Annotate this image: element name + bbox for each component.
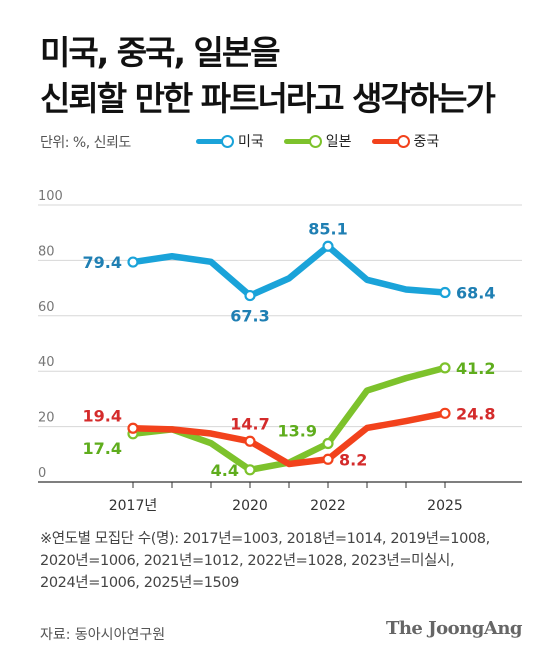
- y-tick-label: 20: [38, 411, 55, 426]
- x-tick-label: 2022: [310, 498, 346, 514]
- note-line-1: ※연도별 모집단 수(명): 2017년=1003, 2018년=1014, 2…: [40, 531, 490, 547]
- data-label-china: 8.2: [339, 450, 367, 469]
- legend-line-us: [196, 139, 228, 144]
- legend-item-japan: 일본: [283, 131, 352, 151]
- source-label: 자료: 동아시아연구원: [40, 627, 166, 643]
- y-tick-label: 100: [38, 189, 63, 204]
- data-point-china: [244, 435, 256, 447]
- data-label-china: 24.8: [456, 404, 495, 423]
- legend-item-china: 중국: [371, 131, 440, 151]
- sample-size-note: ※연도별 모집단 수(명): 2017년=1003, 2018년=1014, 2…: [40, 528, 540, 594]
- legend-label-us: 미국: [238, 134, 264, 150]
- data-label-us: 67.3: [230, 307, 269, 326]
- data-point-china: [439, 407, 451, 419]
- title-line-1: 미국, 중국, 일본을: [40, 33, 281, 72]
- legend-line-china: [371, 139, 404, 144]
- y-tick-label: 80: [38, 244, 55, 259]
- legend-dot-us: [221, 135, 234, 148]
- brand-logo: The JoongAng: [385, 618, 523, 639]
- legend-label-japan: 일본: [325, 134, 352, 150]
- note-line-2: 2020년=1006, 2021년=1012, 2022년=1028, 2023…: [40, 553, 455, 569]
- x-tick-label: 2025: [427, 498, 463, 514]
- title-line-2: 신뢰할 만한 파트너라고 생각하는가: [40, 79, 496, 118]
- data-label-japan: 41.2: [456, 359, 495, 378]
- data-point-china: [322, 453, 334, 465]
- data-point-japan: [439, 362, 451, 374]
- data-point-us: [244, 289, 256, 302]
- data-point-us: [127, 256, 139, 268]
- note-line-3: 2024년=1006, 2025년=1509: [40, 575, 240, 591]
- legend-dot-japan: [308, 135, 322, 148]
- legend-label-china: 중국: [413, 134, 440, 150]
- x-tick-label: 2020: [232, 498, 268, 514]
- data-point-japan: [244, 464, 256, 476]
- data-point-japan: [322, 437, 334, 450]
- data-label-us: 85.1: [308, 219, 347, 238]
- x-tick-label: 2017년: [109, 498, 158, 514]
- series-line-us: [129, 243, 449, 299]
- series-line-japan: [129, 364, 449, 474]
- data-label-japan: 4.4: [211, 461, 239, 480]
- y-tick-label: 40: [38, 355, 55, 370]
- data-label-us: 79.4: [83, 253, 122, 272]
- data-label-china: 14.7: [230, 414, 269, 433]
- data-point-us: [322, 240, 334, 252]
- unit-label: 단위: %, 신뢰도: [40, 135, 131, 151]
- data-point-us: [439, 286, 451, 299]
- series-line-china: [129, 410, 449, 468]
- chart-title: 미국, 중국, 일본을 신뢰할 만한 파트너라고 생각하는가: [40, 30, 540, 122]
- data-label-china: 19.4: [83, 406, 122, 425]
- legend-dot-china: [396, 135, 410, 148]
- data-label-japan: 13.9: [278, 421, 317, 440]
- data-label-us: 68.4: [456, 284, 495, 303]
- legend-swatch-us: [196, 134, 234, 148]
- legend-item-us: 미국: [196, 131, 264, 151]
- y-tick-label: 0: [38, 466, 46, 481]
- legend-line-japan: [283, 139, 316, 144]
- legend-swatch-china: [371, 134, 410, 148]
- y-tick-label: 60: [38, 300, 55, 315]
- legend: 미국 일본 중국: [196, 131, 439, 151]
- line-chart: 0 20 40 60 80 100 2017년 2020 2022 2025 79.4 67.3 85.…: [38, 189, 522, 514]
- legend-swatch-japan: [283, 134, 322, 148]
- data-label-japan: 17.4: [83, 439, 122, 458]
- data-point-china: [127, 422, 139, 434]
